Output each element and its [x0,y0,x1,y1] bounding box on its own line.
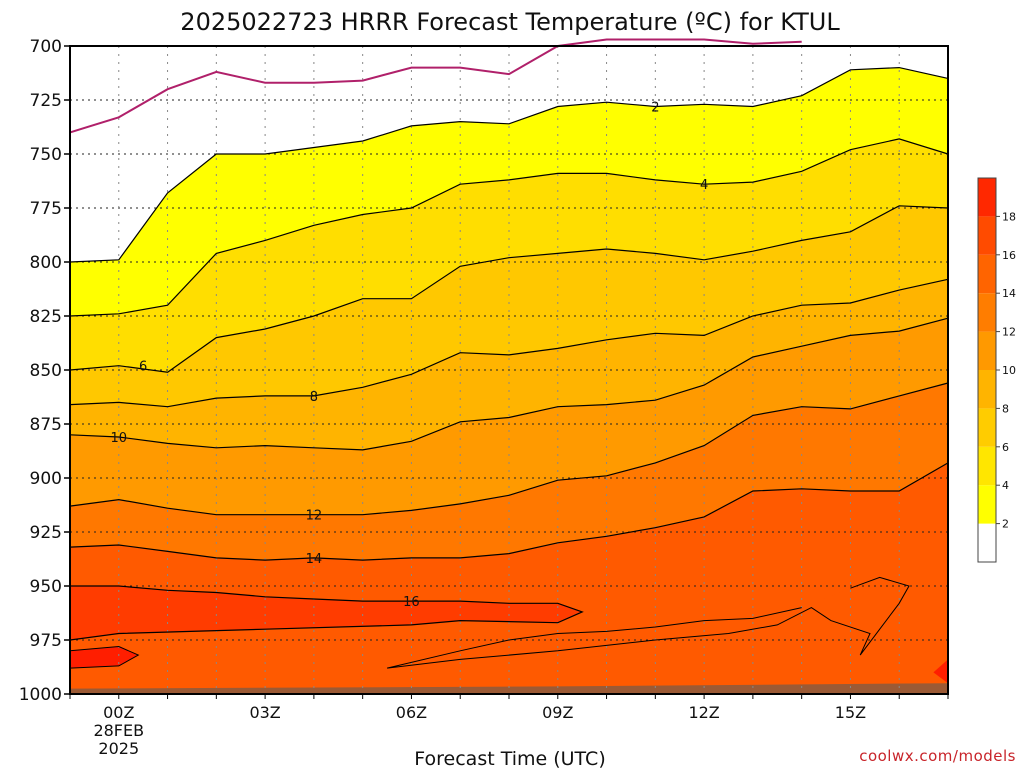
y-tick-label-900: 900 [30,469,62,489]
colorbar: 2 4 6 8 10 12 14 16 18 [977,177,1016,563]
isotherm-label-12: 12 [306,509,323,524]
x-tick-sublabel: 28FEB [93,721,144,740]
isotherm-16 [69,585,584,641]
y-axis: 700 725 750 775 800 825 850 875 900 925 950 975 1000 [19,37,70,705]
temp-band-18-pocket [70,646,139,669]
x-tick-label-00Z: 00Z [103,703,134,722]
x-tick-label-09Z: 09Z [542,703,573,722]
colorbar-tick-label-8: 8 [1002,402,1009,415]
temp-band-14-lobe [387,577,910,669]
isotherm-label-8: 8 [310,390,318,405]
temp-band-16 [70,586,583,640]
isotherm-14-lobe [386,576,910,669]
isotherm-4 [69,138,949,317]
gridlines [70,45,948,694]
colorbar-tick-label-12: 12 [1002,326,1016,339]
colorbar-swatch [978,523,996,562]
isotherm-2 [69,66,949,263]
ground-surface [70,683,948,694]
y-tick-label-725: 725 [30,91,62,111]
isotherm-labels: 2 4 6 8 10 12 14 16 [111,100,709,610]
isotherm-label-6: 6 [139,360,147,375]
credit-text: coolwx.com/models [859,747,1016,765]
colorbar-swatch [978,446,996,486]
y-tick-label-800: 800 [30,253,62,273]
x-tick-label-15Z: 15Z [835,703,866,722]
y-tick-label-775: 775 [30,199,62,219]
y-tick-label-1000: 1000 [19,685,62,705]
isotherm-18-pocket [69,645,140,669]
y-tick-label-925: 925 [30,523,62,543]
x-tick-label-12Z: 12Z [688,703,719,722]
colorbar-swatch [978,254,996,294]
colorbar-swatch [978,178,996,217]
isotherm-label-16: 16 [403,595,420,610]
colorbar-swatch [978,408,996,447]
colorbar-swatch [978,293,996,332]
x-tick-sublabel: 2025 [98,739,139,758]
isotherm-14 [69,462,949,561]
isotherm-6 [69,205,949,373]
temp-band-14 [70,462,948,694]
x-tick-label-06Z: 06Z [396,703,427,722]
y-tick-label-825: 825 [30,307,62,327]
colorbar-tick-label-4: 4 [1002,479,1009,492]
colorbar-tick-label-2: 2 [1002,518,1009,531]
colorbar-tick-label-14: 14 [1002,287,1016,300]
isotherm-label-10: 10 [111,431,128,446]
isotherm-10 [69,317,949,451]
y-tick-label-750: 750 [30,145,62,165]
y-tick-label-850: 850 [30,361,62,381]
y-tick-label-975: 975 [30,631,62,651]
colorbar-tick-label-6: 6 [1002,441,1009,454]
y-tick-label-950: 950 [30,577,62,597]
y-tick-label-700: 700 [30,37,62,57]
x-tick-label-03Z: 03Z [249,703,280,722]
chart-title: 2025022723 HRRR Forecast Temperature (ºC… [180,8,840,36]
colorbar-swatch [978,370,996,409]
isotherm-12 [69,382,949,516]
x-axis-title: Forecast Time (UTC) [414,748,605,768]
isotherm-label-2: 2 [651,100,659,115]
y-tick-label-875: 875 [30,415,62,435]
colorbar-swatch [978,216,996,255]
plot-fills [70,67,948,695]
isotherm-label-4: 4 [700,178,708,193]
ground-band [70,683,948,694]
isotherm-8 [69,278,949,408]
isotherm-lines [69,38,949,669]
isotherm-label-14: 14 [306,552,323,567]
colorbar-tick-label-16: 16 [1002,249,1016,262]
isotherm-0 [69,38,802,134]
colorbar-swatch [978,485,996,524]
colorbar-tick-label-18: 18 [1002,210,1016,223]
colorbar-tick-label-10: 10 [1002,364,1016,377]
colorbar-swatch [978,331,996,370]
temp-band-18-edge [933,659,948,684]
